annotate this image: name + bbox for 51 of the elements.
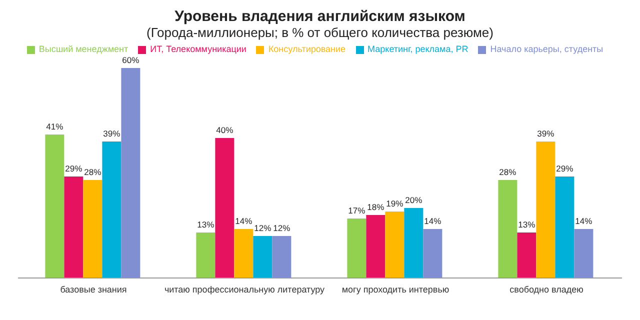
bar [347,218,366,278]
legend-label: Консультирование [268,44,346,54]
data-label: 12% [273,223,291,233]
bar [498,180,518,278]
data-label: 17% [348,206,366,216]
data-label: 39% [537,128,555,138]
bar [215,138,234,278]
bar [517,232,536,278]
bar [366,215,386,278]
data-label: 39% [103,128,121,138]
legend-label: ИТ, Телекоммуникации [150,44,246,54]
data-label: 41% [46,122,64,132]
data-label: 13% [197,220,215,230]
bar [385,212,404,278]
bar [423,229,442,278]
x-tick-label: читаю профессиональную литературу [164,284,326,294]
data-label: 13% [518,220,536,230]
data-label: 12% [254,223,272,233]
data-label: 29% [556,164,574,174]
x-tick-label: могу проходить интервью [342,284,450,294]
bar [253,236,272,278]
data-label: 40% [216,125,234,135]
data-label: 60% [122,55,140,65]
data-label: 18% [367,202,385,212]
data-label: 14% [235,216,253,226]
bar [64,176,84,278]
data-label: 20% [405,195,423,205]
bar [555,176,574,278]
bar [196,232,216,278]
data-label: 28% [499,167,517,177]
data-label: 14% [575,216,593,226]
bar [574,229,594,278]
bar [234,229,254,278]
legend-label: Начало карьеры, студенты [490,44,604,54]
chart-subtitle: (Города-миллионеры; в % от общего количества резюме) [146,25,494,40]
legend-label: Маркетинг, реклама, PR [368,44,468,54]
data-label: 29% [65,164,83,174]
bar [121,68,140,278]
bar [45,134,64,278]
bar [102,142,122,278]
data-label: 28% [84,167,102,177]
x-tick-label: свободно владею [510,284,584,294]
bar [83,180,102,278]
bar [272,236,292,278]
x-tick-label: базовые знания [60,284,127,294]
chart-title: Уровень владения английским языком [174,8,466,25]
legend-label: Высший менеджмент [38,44,128,54]
data-label: 19% [386,198,404,208]
bar [536,142,556,278]
data-label: 14% [424,216,442,226]
bar [404,208,424,278]
